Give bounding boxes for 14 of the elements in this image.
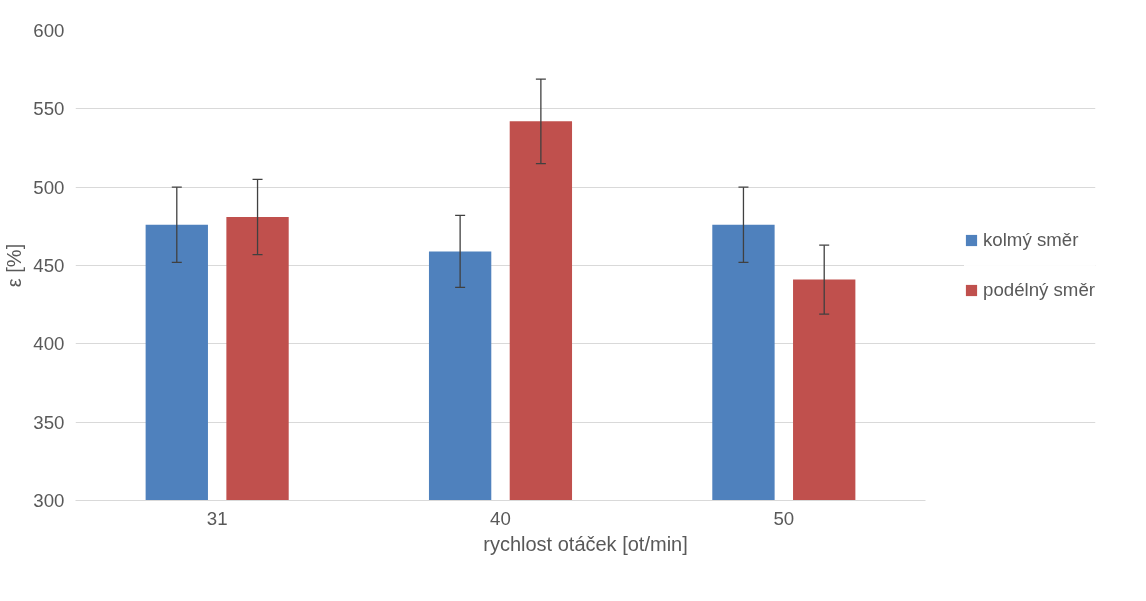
legend-label: kolmý směr [983,229,1079,251]
y-tick-label: 450 [33,255,65,276]
y-tick-label: 350 [33,411,65,433]
y-tick-label: 550 [33,98,65,120]
x-axis-title: rychlost otáček [ot/min] [483,532,688,555]
y-tick-label: 300 [33,490,65,511]
y-tick-label: 600 [33,20,65,41]
x-tick-label: 40 [490,507,511,529]
y-tick-label: 400 [33,333,65,355]
legend-label: podélný směr [983,279,1095,301]
y-axis-title: ε [%] [3,243,26,288]
x-tick-label: 31 [206,507,228,529]
x-tick-label: 50 [773,507,795,529]
y-tick-label: 500 [33,176,65,198]
